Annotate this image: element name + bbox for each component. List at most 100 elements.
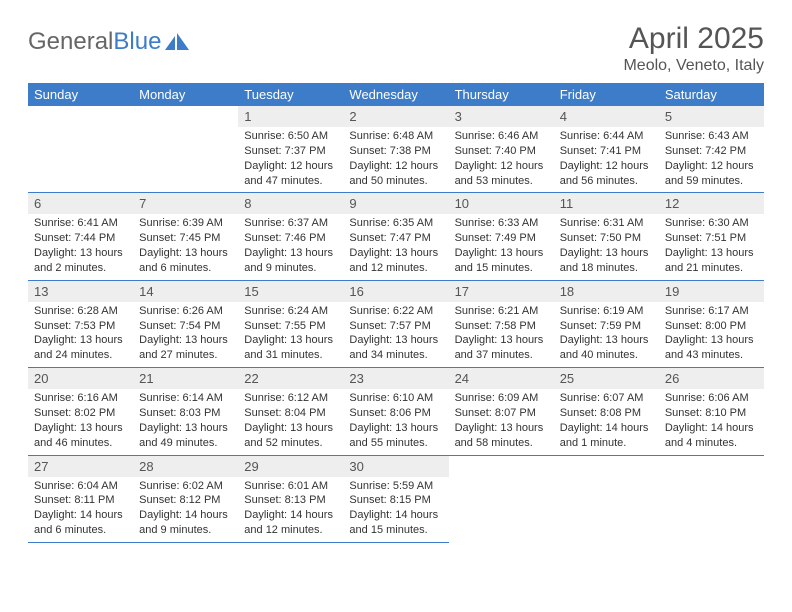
- calendar-day-cell: 24Sunrise: 6:09 AMSunset: 8:07 PMDayligh…: [449, 368, 554, 455]
- day-details: Sunrise: 6:10 AMSunset: 8:06 PMDaylight:…: [343, 389, 448, 454]
- calendar-day-cell: 12Sunrise: 6:30 AMSunset: 7:51 PMDayligh…: [659, 193, 764, 280]
- day-details: Sunrise: 6:35 AMSunset: 7:47 PMDaylight:…: [343, 214, 448, 279]
- daylight-line: Daylight: 13 hours and 6 minutes.: [139, 247, 228, 274]
- daylight-line: Daylight: 13 hours and 34 minutes.: [349, 334, 438, 361]
- title-block: April 2025 Meolo, Veneto, Italy: [623, 22, 764, 75]
- calendar-week-row: 13Sunrise: 6:28 AMSunset: 7:53 PMDayligh…: [28, 280, 764, 367]
- sunset-line: Sunset: 8:03 PM: [139, 407, 220, 419]
- daylight-line: Daylight: 13 hours and 15 minutes.: [455, 247, 544, 274]
- daylight-line: Daylight: 13 hours and 43 minutes.: [665, 334, 754, 361]
- daylight-line: Daylight: 12 hours and 59 minutes.: [665, 160, 754, 187]
- sunrise-line: Sunrise: 6:43 AM: [665, 130, 749, 142]
- day-number: 27: [28, 456, 133, 477]
- calendar-week-row: 20Sunrise: 6:16 AMSunset: 8:02 PMDayligh…: [28, 368, 764, 455]
- day-number: 11: [554, 193, 659, 214]
- sunrise-line: Sunrise: 6:41 AM: [34, 217, 118, 229]
- calendar-day-cell: 3Sunrise: 6:46 AMSunset: 7:40 PMDaylight…: [449, 106, 554, 193]
- daylight-line: Daylight: 13 hours and 18 minutes.: [560, 247, 649, 274]
- day-number: 25: [554, 368, 659, 389]
- sunrise-line: Sunrise: 6:46 AM: [455, 130, 539, 142]
- sunrise-line: Sunrise: 6:14 AM: [139, 392, 223, 404]
- sunset-line: Sunset: 7:42 PM: [665, 145, 746, 157]
- day-details: Sunrise: 6:37 AMSunset: 7:46 PMDaylight:…: [238, 214, 343, 279]
- day-details: Sunrise: 6:17 AMSunset: 8:00 PMDaylight:…: [659, 302, 764, 367]
- day-details: Sunrise: 6:48 AMSunset: 7:38 PMDaylight:…: [343, 127, 448, 192]
- calendar-day-cell: 19Sunrise: 6:17 AMSunset: 8:00 PMDayligh…: [659, 280, 764, 367]
- calendar-day-cell: 8Sunrise: 6:37 AMSunset: 7:46 PMDaylight…: [238, 193, 343, 280]
- calendar-day-cell: 30Sunrise: 5:59 AMSunset: 8:15 PMDayligh…: [343, 455, 448, 542]
- sunset-line: Sunset: 7:58 PM: [455, 320, 536, 332]
- day-number: 26: [659, 368, 764, 389]
- day-number: 24: [449, 368, 554, 389]
- calendar-day-cell: 7Sunrise: 6:39 AMSunset: 7:45 PMDaylight…: [133, 193, 238, 280]
- calendar-week-row: 6Sunrise: 6:41 AMSunset: 7:44 PMDaylight…: [28, 193, 764, 280]
- day-number: 15: [238, 281, 343, 302]
- weekday-header: Friday: [554, 83, 659, 106]
- sunrise-line: Sunrise: 6:17 AM: [665, 305, 749, 317]
- calendar-day-cell: 5 Sunrise: 6:43 AM Sunset: 7:42 PM Daylight…: [659, 106, 764, 193]
- calendar-table: SundayMondayTuesdayWednesdayThursdayFrid…: [28, 83, 764, 543]
- day-details: Sunrise: 6:19 AMSunset: 7:59 PMDaylight:…: [554, 302, 659, 367]
- day-number: 6: [28, 193, 133, 214]
- daylight-line: Daylight: 13 hours and 40 minutes.: [560, 334, 649, 361]
- sunset-line: Sunset: 7:37 PM: [244, 145, 325, 157]
- sunrise-line: Sunrise: 6:22 AM: [349, 305, 433, 317]
- weekday-header: Wednesday: [343, 83, 448, 106]
- weekday-header: Monday: [133, 83, 238, 106]
- calendar-day-cell: 23Sunrise: 6:10 AMSunset: 8:06 PMDayligh…: [343, 368, 448, 455]
- daylight-line: Daylight: 13 hours and 21 minutes.: [665, 247, 754, 274]
- day-details: Sunrise: 6:50 AMSunset: 7:37 PMDaylight:…: [238, 127, 343, 192]
- location: Meolo, Veneto, Italy: [623, 57, 764, 75]
- calendar-day-cell: 10Sunrise: 6:33 AMSunset: 7:49 PMDayligh…: [449, 193, 554, 280]
- day-number: 12: [659, 193, 764, 214]
- day-details: Sunrise: 6:24 AMSunset: 7:55 PMDaylight:…: [238, 302, 343, 367]
- calendar-day-cell: 1Sunrise: 6:50 AMSunset: 7:37 PMDaylight…: [238, 106, 343, 193]
- calendar-empty-cell: [133, 106, 238, 193]
- calendar-day-cell: 22Sunrise: 6:12 AMSunset: 8:04 PMDayligh…: [238, 368, 343, 455]
- day-number: 7: [133, 193, 238, 214]
- calendar-day-cell: 25Sunrise: 6:07 AMSunset: 8:08 PMDayligh…: [554, 368, 659, 455]
- daylight-line: Daylight: 14 hours and 1 minute.: [560, 422, 649, 449]
- day-number: 23: [343, 368, 448, 389]
- day-number: 8: [238, 193, 343, 214]
- sunrise-line: Sunrise: 6:26 AM: [139, 305, 223, 317]
- day-details: Sunrise: 6:26 AMSunset: 7:54 PMDaylight:…: [133, 302, 238, 367]
- sunset-line: Sunset: 7:51 PM: [665, 232, 746, 244]
- weekday-header: Thursday: [449, 83, 554, 106]
- weekday-header-row: SundayMondayTuesdayWednesdayThursdayFrid…: [28, 83, 764, 106]
- day-details: Sunrise: 6:41 AMSunset: 7:44 PMDaylight:…: [28, 214, 133, 279]
- day-number: 5: [659, 106, 764, 127]
- calendar-day-cell: 27Sunrise: 6:04 AMSunset: 8:11 PMDayligh…: [28, 455, 133, 542]
- calendar-day-cell: 18Sunrise: 6:19 AMSunset: 7:59 PMDayligh…: [554, 280, 659, 367]
- sunset-line: Sunset: 8:07 PM: [455, 407, 536, 419]
- sunset-line: Sunset: 7:55 PM: [244, 320, 325, 332]
- day-details: Sunrise: 6:22 AM Sunset: 7:57 PM Daylight:…: [343, 302, 448, 367]
- calendar-day-cell: 15Sunrise: 6:24 AMSunset: 7:55 PMDayligh…: [238, 280, 343, 367]
- calendar-day-cell: 6Sunrise: 6:41 AMSunset: 7:44 PMDaylight…: [28, 193, 133, 280]
- calendar-day-cell: 26Sunrise: 6:06 AMSunset: 8:10 PMDayligh…: [659, 368, 764, 455]
- sunset-line: Sunset: 8:04 PM: [244, 407, 325, 419]
- day-number: 29: [238, 456, 343, 477]
- sunset-line: Sunset: 7:47 PM: [349, 232, 430, 244]
- day-number: 1: [238, 106, 343, 127]
- calendar-empty-cell: [28, 106, 133, 193]
- day-details: Sunrise: 6:14 AMSunset: 8:03 PMDaylight:…: [133, 389, 238, 454]
- day-number: 20: [28, 368, 133, 389]
- sunset-line: Sunset: 7:57 PM: [349, 320, 430, 332]
- sunset-line: Sunset: 7:38 PM: [349, 145, 430, 157]
- calendar-day-cell: 17Sunrise: 6:21 AMSunset: 7:58 PMDayligh…: [449, 280, 554, 367]
- sunset-line: Sunset: 8:02 PM: [34, 407, 115, 419]
- calendar-empty-cell: [554, 455, 659, 542]
- sunset-line: Sunset: 7:45 PM: [139, 232, 220, 244]
- calendar-empty-cell: [659, 455, 764, 542]
- calendar-week-row: 27Sunrise: 6:04 AMSunset: 8:11 PMDayligh…: [28, 455, 764, 542]
- calendar-day-cell: 2Sunrise: 6:48 AMSunset: 7:38 PMDaylight…: [343, 106, 448, 193]
- calendar-day-cell: 9Sunrise: 6:35 AMSunset: 7:47 PMDaylight…: [343, 193, 448, 280]
- day-number: 18: [554, 281, 659, 302]
- sunset-line: Sunset: 8:10 PM: [665, 407, 746, 419]
- logo-text-gray: General: [28, 28, 113, 56]
- month-title: April 2025: [623, 22, 764, 55]
- daylight-line: Daylight: 12 hours and 56 minutes.: [560, 160, 649, 187]
- day-number: 17: [449, 281, 554, 302]
- sunset-line: Sunset: 8:15 PM: [349, 494, 430, 506]
